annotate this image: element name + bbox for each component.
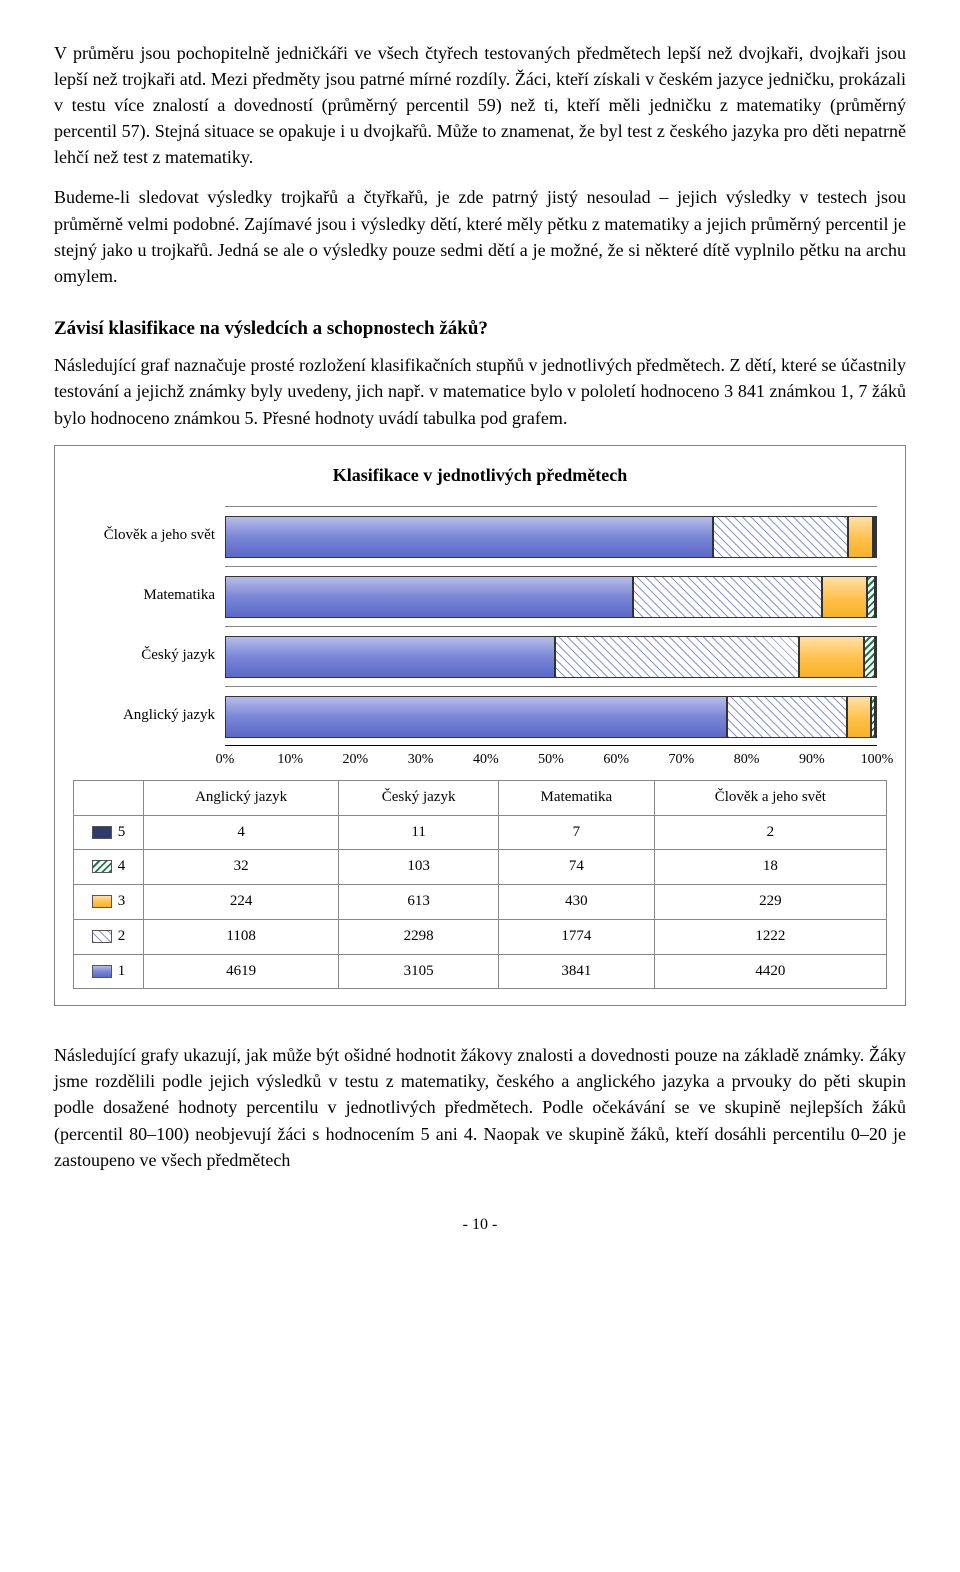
table-cell: 11	[339, 815, 499, 850]
chart-bar-segment	[799, 636, 864, 678]
chart-bar-segment	[225, 516, 713, 558]
table-cell: 1108	[144, 919, 339, 954]
table-cell: 229	[654, 885, 886, 920]
chart-bar-segment	[225, 696, 727, 738]
table-cell: 3841	[499, 954, 655, 989]
page-number: - 10 -	[54, 1213, 906, 1236]
table-column-header: Český jazyk	[339, 780, 499, 815]
table-row: 3 224613430229	[74, 885, 887, 920]
chart-bar-row: Člověk a jeho svět	[225, 506, 877, 566]
chart-bar-segment	[875, 696, 877, 738]
chart-bar-label: Český jazyk	[75, 645, 215, 667]
table-cell: 1774	[499, 919, 655, 954]
table-cell: 224	[144, 885, 339, 920]
table-corner	[74, 780, 144, 815]
legend-grade-label: 4	[118, 858, 126, 874]
paragraph-3: Následující graf naznačuje prosté rozlož…	[54, 352, 906, 430]
table-row: 4 321037418	[74, 850, 887, 885]
table-column-header: Matematika	[499, 780, 655, 815]
table-row: 5 41172	[74, 815, 887, 850]
chart-bar-segment	[225, 576, 633, 618]
table-cell: 18	[654, 850, 886, 885]
chart-x-tick: 10%	[277, 750, 303, 770]
chart-bar-segment	[875, 516, 877, 558]
chart-x-tick: 90%	[799, 750, 825, 770]
table-cell: 4	[144, 815, 339, 850]
paragraph-1: V průměru jsou pochopitelně jedničkáři v…	[54, 40, 906, 170]
chart-bar-track	[225, 516, 877, 558]
table-cell: 7	[499, 815, 655, 850]
table-row: 2 1108229817741222	[74, 919, 887, 954]
table-column-header: Anglický jazyk	[144, 780, 339, 815]
legend-grade-label: 1	[118, 963, 126, 979]
table-legend-cell: 3	[74, 885, 144, 920]
table-cell: 3105	[339, 954, 499, 989]
chart-bar-segment	[822, 576, 868, 618]
chart-bar-track	[225, 696, 877, 738]
chart-x-tick: 50%	[538, 750, 564, 770]
table-cell: 2	[654, 815, 886, 850]
legend-swatch-icon	[92, 965, 112, 978]
table-cell: 4619	[144, 954, 339, 989]
table-cell: 613	[339, 885, 499, 920]
chart-bar-segment	[727, 696, 847, 738]
table-legend-cell: 1	[74, 954, 144, 989]
chart-bar-segment	[875, 636, 877, 678]
chart-bar-row: Anglický jazyk	[225, 686, 877, 746]
chart-x-tick: 80%	[734, 750, 760, 770]
table-cell: 2298	[339, 919, 499, 954]
legend-grade-label: 2	[118, 928, 126, 944]
chart-x-axis: 0%10%20%30%40%50%60%70%80%90%100%	[225, 746, 877, 774]
chart-bar-segment	[633, 576, 822, 618]
chart-bar-track	[225, 576, 877, 618]
table-cell: 430	[499, 885, 655, 920]
paragraph-2: Budeme-li sledovat výsledky trojkařů a č…	[54, 184, 906, 288]
chart-bar-label: Matematika	[75, 585, 215, 607]
table-cell: 4420	[654, 954, 886, 989]
chart-bar-segment	[555, 636, 799, 678]
legend-swatch-icon	[92, 826, 112, 839]
chart-bar-row: Matematika	[225, 566, 877, 626]
chart-bar-segment	[847, 696, 871, 738]
chart-bar-segment	[867, 576, 875, 618]
table-column-header: Člověk a jeho svět	[654, 780, 886, 815]
chart-bar-segment	[713, 516, 848, 558]
chart-x-tick: 70%	[669, 750, 695, 770]
table-row: 1 4619310538414420	[74, 954, 887, 989]
chart-bar-track	[225, 636, 877, 678]
chart-data-table: Anglický jazykČeský jazykMatematikaČlově…	[73, 780, 887, 990]
chart-bar-segment	[875, 576, 877, 618]
chart-bar-label: Člověk a jeho svět	[75, 525, 215, 547]
legend-swatch-icon	[92, 860, 112, 873]
chart-x-tick: 0%	[216, 750, 235, 770]
paragraph-4: Následující grafy ukazují, jak může být …	[54, 1042, 906, 1172]
chart-bar-segment	[864, 636, 875, 678]
chart-x-tick: 60%	[603, 750, 629, 770]
chart-container: Klasifikace v jednotlivých předmětech Čl…	[54, 445, 906, 1007]
table-cell: 74	[499, 850, 655, 885]
chart-x-tick: 40%	[473, 750, 499, 770]
chart-x-tick: 100%	[861, 750, 894, 770]
section-heading: Závisí klasifikace na výsledcích a schop…	[54, 315, 906, 343]
chart-bar-segment	[225, 636, 555, 678]
chart-bar-label: Anglický jazyk	[75, 705, 215, 727]
chart-x-tick: 20%	[343, 750, 369, 770]
legend-grade-label: 3	[118, 893, 126, 909]
table-cell: 103	[339, 850, 499, 885]
chart-bar-row: Český jazyk	[225, 626, 877, 686]
table-legend-cell: 2	[74, 919, 144, 954]
table-legend-cell: 5	[74, 815, 144, 850]
chart-plot: Člověk a jeho světMatematikaČeský jazykA…	[225, 506, 877, 746]
legend-swatch-icon	[92, 895, 112, 908]
chart-bar-segment	[848, 516, 873, 558]
legend-grade-label: 5	[118, 824, 126, 840]
chart-title: Klasifikace v jednotlivých předmětech	[73, 462, 887, 488]
table-legend-cell: 4	[74, 850, 144, 885]
table-cell: 32	[144, 850, 339, 885]
legend-swatch-icon	[92, 930, 112, 943]
chart-x-tick: 30%	[408, 750, 434, 770]
table-cell: 1222	[654, 919, 886, 954]
